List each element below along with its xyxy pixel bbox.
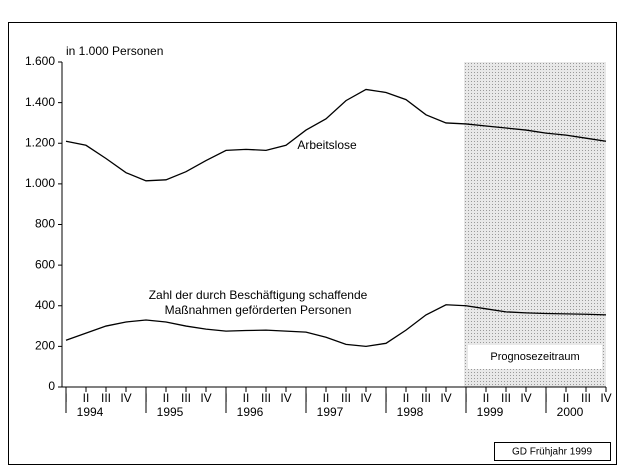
x-tick-label: II bbox=[323, 391, 330, 405]
y-tick-label: 200 bbox=[35, 339, 55, 353]
x-tick-label: III bbox=[341, 391, 351, 405]
x-tick-label: II bbox=[83, 391, 90, 405]
year-label: 1995 bbox=[157, 405, 184, 419]
series-label: Zahl der durch Beschäftigung schaffende bbox=[149, 288, 368, 302]
source: GD Frühjahr 1999 bbox=[512, 447, 592, 458]
x-tick-label: I bbox=[144, 391, 147, 405]
y-axis-label: in 1.000 Personen bbox=[66, 44, 163, 58]
y-tick-label: 1.000 bbox=[25, 176, 55, 190]
year-label: 1996 bbox=[237, 405, 264, 419]
y-tick-label: 1.400 bbox=[25, 95, 55, 109]
x-tick-label: IV bbox=[440, 391, 451, 405]
y-tick-label: 800 bbox=[35, 217, 55, 231]
x-tick-label: III bbox=[261, 391, 271, 405]
year-label: 1999 bbox=[477, 405, 504, 419]
source-box bbox=[494, 442, 611, 461]
y-tick-label: 1.200 bbox=[25, 135, 55, 149]
x-tick-label: II bbox=[243, 391, 250, 405]
forecast-label: Prognosezeitraum bbox=[490, 351, 579, 363]
x-tick-label: IV bbox=[200, 391, 211, 405]
x-tick-label: III bbox=[181, 391, 191, 405]
x-tick-label: I bbox=[304, 391, 307, 405]
year-label: 2000 bbox=[557, 405, 584, 419]
x-tick-label: III bbox=[101, 391, 111, 405]
x-tick-label: III bbox=[581, 391, 591, 405]
data-line bbox=[65, 88, 607, 182]
x-tick-label: III bbox=[501, 391, 511, 405]
x-tick-label: I bbox=[384, 391, 387, 405]
x-tick-label: I bbox=[64, 391, 67, 405]
series-label: Maßnahmen geförderten Personen bbox=[165, 303, 352, 317]
x-tick-label: II bbox=[483, 391, 490, 405]
forecast-label-box bbox=[468, 345, 602, 369]
frame bbox=[8, 22, 617, 465]
y-tick-label: 400 bbox=[35, 298, 55, 312]
x-tick-label: IV bbox=[520, 391, 531, 405]
x-tick-label: III bbox=[421, 391, 431, 405]
year-label: 1998 bbox=[397, 405, 424, 419]
y-tick-label: 0 bbox=[48, 379, 55, 393]
x-tick-label: II bbox=[403, 391, 410, 405]
y-tick-label: 600 bbox=[35, 257, 55, 271]
series-label: Arbeitslose bbox=[297, 138, 357, 152]
x-tick-label: IV bbox=[280, 391, 291, 405]
x-tick-label: IV bbox=[360, 391, 371, 405]
x-tick-label: I bbox=[464, 391, 467, 405]
year-label: 1997 bbox=[317, 405, 344, 419]
y-tick-label: 1.600 bbox=[25, 54, 55, 68]
x-tick-label: I bbox=[224, 391, 227, 405]
data-line bbox=[65, 304, 607, 348]
x-tick-label: II bbox=[163, 391, 170, 405]
forecast-region bbox=[464, 62, 606, 387]
x-tick-label: II bbox=[563, 391, 570, 405]
x-tick-label: IV bbox=[600, 391, 611, 405]
year-label: 1994 bbox=[77, 405, 104, 419]
x-tick-label: I bbox=[544, 391, 547, 405]
x-tick-label: IV bbox=[120, 391, 131, 405]
